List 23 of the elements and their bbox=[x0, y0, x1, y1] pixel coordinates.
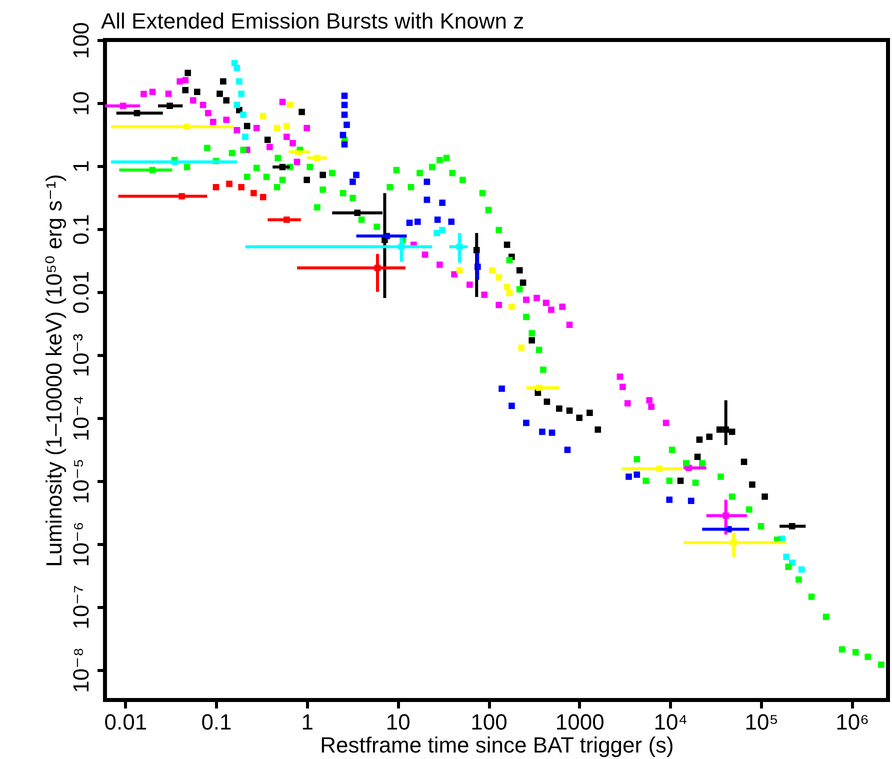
y-tick-label: 10⁻⁷ bbox=[68, 585, 94, 630]
y-tick-label: 0.1 bbox=[68, 214, 94, 245]
y-axis-title: Luminosity (1–10000 keV) (10⁵⁰ erg s⁻¹) bbox=[42, 174, 66, 567]
x-tick-label: 1 bbox=[301, 710, 314, 734]
y-tick-label: 1 bbox=[68, 160, 94, 173]
y-tick-label: 100 bbox=[68, 22, 94, 59]
x-tick-label: 10⁴ bbox=[654, 710, 688, 734]
x-tick-label: 100 bbox=[470, 710, 508, 734]
y-tick-label: 10⁻⁴ bbox=[68, 396, 94, 442]
y-tick-label: 10 bbox=[68, 91, 94, 116]
x-tick-label: 0.1 bbox=[201, 710, 232, 734]
y-tick-label: 10⁻⁵ bbox=[68, 458, 94, 504]
chart-title: All Extended Emission Bursts with Known z bbox=[101, 8, 524, 34]
x-axis-title: Restframe time since BAT trigger (s) bbox=[320, 732, 674, 758]
y-tick-label: 10⁻⁸ bbox=[68, 647, 94, 693]
x-tick-label: 1000 bbox=[555, 710, 604, 734]
y-tick-label: 0.01 bbox=[68, 270, 94, 314]
x-tick-label: 0.01 bbox=[104, 710, 148, 734]
y-tick-label: 10⁻³ bbox=[68, 334, 94, 378]
x-tick-label: 10⁵ bbox=[744, 710, 778, 734]
x-tick-label: 10 bbox=[386, 710, 410, 734]
x-tick-label: 10⁶ bbox=[836, 710, 870, 734]
y-tick-label: 10⁻⁶ bbox=[68, 522, 94, 567]
